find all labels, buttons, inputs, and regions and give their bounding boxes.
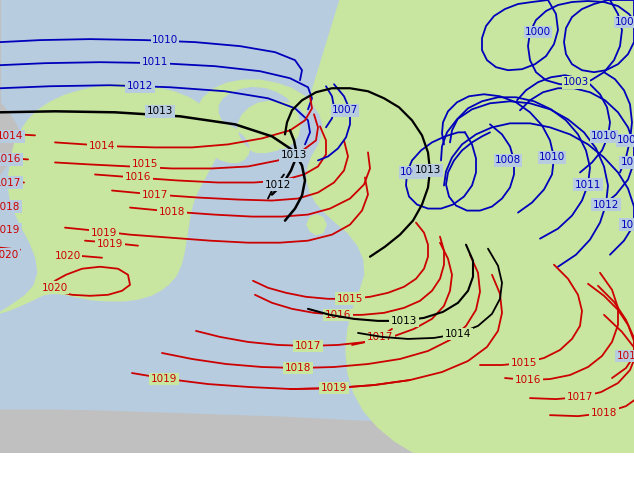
Text: 1013: 1013 (415, 166, 441, 175)
Text: 1019: 1019 (321, 383, 347, 393)
Text: 1012: 1012 (593, 199, 619, 210)
Text: 1018: 1018 (591, 408, 617, 418)
Text: 1018: 1018 (285, 363, 311, 373)
Text: 1014: 1014 (445, 329, 471, 339)
Text: 1016: 1016 (0, 154, 21, 165)
Text: Surface pressure [hPa] UK-Global: Surface pressure [hPa] UK-Global (4, 462, 244, 475)
Text: 1015: 1015 (132, 159, 158, 170)
Text: 1003: 1003 (563, 77, 589, 87)
Text: 1016: 1016 (515, 375, 541, 385)
Text: 1018: 1018 (158, 207, 185, 217)
Text: 1017: 1017 (142, 190, 168, 199)
Text: 1015: 1015 (511, 358, 537, 368)
Text: 1013: 1013 (281, 150, 307, 160)
Text: 1008: 1008 (495, 155, 521, 166)
Polygon shape (0, 0, 20, 174)
Text: 1010: 1010 (539, 152, 565, 162)
Text: 1019: 1019 (91, 228, 117, 238)
Text: 1013: 1013 (147, 106, 173, 116)
Text: 1017: 1017 (367, 332, 393, 342)
Polygon shape (194, 0, 634, 453)
Text: 1020: 1020 (0, 250, 19, 260)
Text: 1010: 1010 (152, 35, 178, 45)
Text: 1020: 1020 (42, 283, 68, 293)
Text: 1019: 1019 (0, 224, 20, 235)
Text: 1017: 1017 (567, 392, 593, 402)
Polygon shape (307, 215, 326, 235)
Text: 1016: 1016 (325, 310, 351, 320)
Polygon shape (0, 453, 634, 490)
Text: 1012: 1012 (265, 179, 291, 190)
Text: 1011: 1011 (621, 157, 634, 168)
Polygon shape (0, 0, 634, 453)
Text: 1011: 1011 (142, 57, 168, 67)
Text: 1015: 1015 (337, 294, 363, 304)
Polygon shape (0, 0, 634, 453)
Text: 1012: 1012 (127, 81, 153, 91)
Text: 1014: 1014 (89, 142, 115, 151)
Text: 1013: 1013 (391, 316, 417, 326)
Text: 1015: 1015 (617, 351, 634, 361)
Text: 1018: 1018 (0, 201, 20, 212)
Text: 1019: 1019 (151, 374, 177, 384)
Polygon shape (0, 86, 216, 313)
Text: 1005: 1005 (617, 135, 634, 146)
Polygon shape (0, 410, 634, 453)
Polygon shape (0, 84, 220, 313)
Text: 1016: 1016 (125, 172, 151, 182)
Text: 1004: 1004 (615, 17, 634, 27)
Text: 1020: 1020 (55, 251, 81, 261)
Text: 1019: 1019 (97, 239, 123, 248)
Text: 1017: 1017 (295, 341, 321, 351)
Text: 1009: 1009 (400, 168, 426, 177)
Text: 1011: 1011 (575, 179, 601, 190)
Text: Th 02-05-2024 06:00 UTC (00+30): Th 02-05-2024 06:00 UTC (00+30) (398, 462, 630, 475)
Text: 1017: 1017 (0, 177, 21, 188)
Text: 1007: 1007 (332, 105, 358, 115)
Text: 1012: 1012 (621, 220, 634, 230)
Text: 1014: 1014 (0, 131, 23, 142)
Text: 1000: 1000 (525, 27, 551, 37)
Text: 1010: 1010 (591, 131, 617, 142)
Text: ©weatheronline.co.uk: ©weatheronline.co.uk (495, 477, 630, 487)
